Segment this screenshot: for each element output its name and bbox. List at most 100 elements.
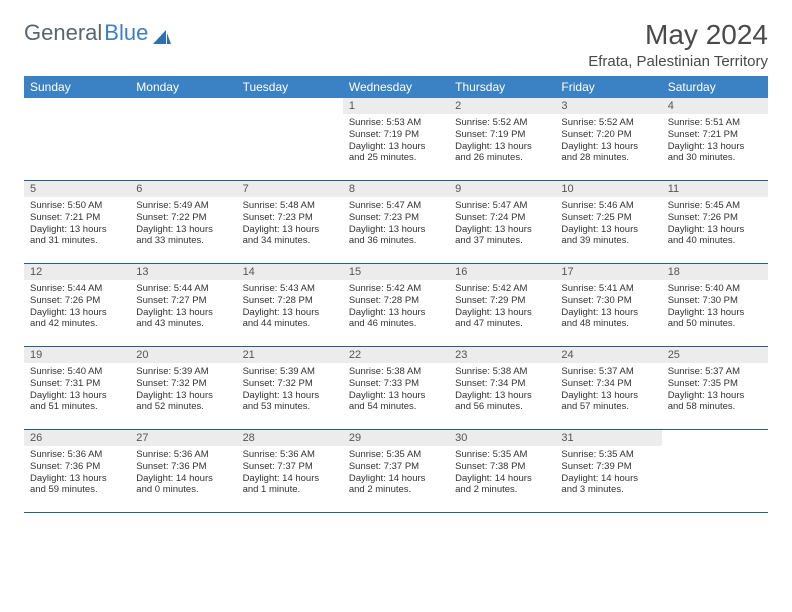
sunrise-text: Sunrise: 5:44 AM xyxy=(30,283,124,295)
calendar-cell: 17Sunrise: 5:41 AMSunset: 7:30 PMDayligh… xyxy=(555,263,661,346)
sunrise-text: Sunrise: 5:44 AM xyxy=(136,283,230,295)
calendar-cell: 18Sunrise: 5:40 AMSunset: 7:30 PMDayligh… xyxy=(662,263,768,346)
calendar-cell: 9Sunrise: 5:47 AMSunset: 7:24 PMDaylight… xyxy=(449,180,555,263)
sunrise-text: Sunrise: 5:50 AM xyxy=(30,200,124,212)
daylight-text: Daylight: 13 hours and 34 minutes. xyxy=(243,224,337,248)
daylight-text: Daylight: 13 hours and 47 minutes. xyxy=(455,307,549,331)
sunset-text: Sunset: 7:36 PM xyxy=(136,461,230,473)
daylight-text: Daylight: 13 hours and 54 minutes. xyxy=(349,390,443,414)
sail-icon xyxy=(152,25,172,41)
daylight-text: Daylight: 13 hours and 56 minutes. xyxy=(455,390,549,414)
calendar-cell: 23Sunrise: 5:38 AMSunset: 7:34 PMDayligh… xyxy=(449,346,555,429)
day-number: 14 xyxy=(237,264,343,280)
day-number: 19 xyxy=(24,347,130,363)
calendar-cell: 16Sunrise: 5:42 AMSunset: 7:29 PMDayligh… xyxy=(449,263,555,346)
day-details: Sunrise: 5:51 AMSunset: 7:21 PMDaylight:… xyxy=(662,114,768,169)
day-details: Sunrise: 5:37 AMSunset: 7:35 PMDaylight:… xyxy=(662,363,768,418)
daylight-text: Daylight: 13 hours and 59 minutes. xyxy=(30,473,124,497)
calendar-table: SundayMondayTuesdayWednesdayThursdayFrid… xyxy=(24,76,768,513)
daylight-text: Daylight: 13 hours and 43 minutes. xyxy=(136,307,230,331)
weekday-header: Thursday xyxy=(449,76,555,98)
day-details: Sunrise: 5:49 AMSunset: 7:22 PMDaylight:… xyxy=(130,197,236,252)
day-number: 20 xyxy=(130,347,236,363)
day-details: Sunrise: 5:36 AMSunset: 7:37 PMDaylight:… xyxy=(237,446,343,501)
daylight-text: Daylight: 14 hours and 3 minutes. xyxy=(561,473,655,497)
daylight-text: Daylight: 14 hours and 2 minutes. xyxy=(455,473,549,497)
sunrise-text: Sunrise: 5:42 AM xyxy=(455,283,549,295)
day-number: 11 xyxy=(662,181,768,197)
sunset-text: Sunset: 7:39 PM xyxy=(561,461,655,473)
day-details: Sunrise: 5:35 AMSunset: 7:39 PMDaylight:… xyxy=(555,446,661,501)
sunset-text: Sunset: 7:27 PM xyxy=(136,295,230,307)
day-number: 4 xyxy=(662,98,768,114)
sunrise-text: Sunrise: 5:51 AM xyxy=(668,117,762,129)
weekday-header: Monday xyxy=(130,76,236,98)
day-details xyxy=(130,114,236,171)
sunset-text: Sunset: 7:29 PM xyxy=(455,295,549,307)
day-number: 15 xyxy=(343,264,449,280)
day-number: 28 xyxy=(237,430,343,446)
day-details: Sunrise: 5:38 AMSunset: 7:33 PMDaylight:… xyxy=(343,363,449,418)
calendar-cell: 1Sunrise: 5:53 AMSunset: 7:19 PMDaylight… xyxy=(343,98,449,181)
sunset-text: Sunset: 7:30 PM xyxy=(668,295,762,307)
sunrise-text: Sunrise: 5:41 AM xyxy=(561,283,655,295)
day-details: Sunrise: 5:47 AMSunset: 7:24 PMDaylight:… xyxy=(449,197,555,252)
sunrise-text: Sunrise: 5:42 AM xyxy=(349,283,443,295)
sunrise-text: Sunrise: 5:37 AM xyxy=(668,366,762,378)
sunrise-text: Sunrise: 5:47 AM xyxy=(349,200,443,212)
calendar-cell: 26Sunrise: 5:36 AMSunset: 7:36 PMDayligh… xyxy=(24,429,130,512)
calendar-cell: 13Sunrise: 5:44 AMSunset: 7:27 PMDayligh… xyxy=(130,263,236,346)
sunset-text: Sunset: 7:37 PM xyxy=(243,461,337,473)
day-number xyxy=(237,98,343,114)
day-details: Sunrise: 5:46 AMSunset: 7:25 PMDaylight:… xyxy=(555,197,661,252)
calendar-cell: 25Sunrise: 5:37 AMSunset: 7:35 PMDayligh… xyxy=(662,346,768,429)
sunset-text: Sunset: 7:38 PM xyxy=(455,461,549,473)
day-number: 9 xyxy=(449,181,555,197)
calendar-cell: 31Sunrise: 5:35 AMSunset: 7:39 PMDayligh… xyxy=(555,429,661,512)
day-details: Sunrise: 5:45 AMSunset: 7:26 PMDaylight:… xyxy=(662,197,768,252)
day-number: 1 xyxy=(343,98,449,114)
calendar-cell: 8Sunrise: 5:47 AMSunset: 7:23 PMDaylight… xyxy=(343,180,449,263)
weekday-header: Saturday xyxy=(662,76,768,98)
calendar-body: 1Sunrise: 5:53 AMSunset: 7:19 PMDaylight… xyxy=(24,98,768,513)
sunset-text: Sunset: 7:33 PM xyxy=(349,378,443,390)
sunrise-text: Sunrise: 5:38 AM xyxy=(455,366,549,378)
calendar-cell: 22Sunrise: 5:38 AMSunset: 7:33 PMDayligh… xyxy=(343,346,449,429)
sunset-text: Sunset: 7:31 PM xyxy=(30,378,124,390)
calendar-cell: 19Sunrise: 5:40 AMSunset: 7:31 PMDayligh… xyxy=(24,346,130,429)
sunset-text: Sunset: 7:30 PM xyxy=(561,295,655,307)
day-number: 18 xyxy=(662,264,768,280)
day-number: 24 xyxy=(555,347,661,363)
weekday-header: Tuesday xyxy=(237,76,343,98)
daylight-text: Daylight: 13 hours and 39 minutes. xyxy=(561,224,655,248)
calendar-cell: 20Sunrise: 5:39 AMSunset: 7:32 PMDayligh… xyxy=(130,346,236,429)
daylight-text: Daylight: 14 hours and 1 minute. xyxy=(243,473,337,497)
day-details xyxy=(237,114,343,171)
sunrise-text: Sunrise: 5:52 AM xyxy=(455,117,549,129)
daylight-text: Daylight: 13 hours and 53 minutes. xyxy=(243,390,337,414)
sunset-text: Sunset: 7:23 PM xyxy=(349,212,443,224)
day-number: 31 xyxy=(555,430,661,446)
calendar-row: 1Sunrise: 5:53 AMSunset: 7:19 PMDaylight… xyxy=(24,98,768,181)
daylight-text: Daylight: 13 hours and 48 minutes. xyxy=(561,307,655,331)
calendar-row: 26Sunrise: 5:36 AMSunset: 7:36 PMDayligh… xyxy=(24,429,768,512)
page-header: GeneralBlue May 2024 Efrata, Palestinian… xyxy=(24,20,768,70)
brand-part1: General xyxy=(24,20,102,46)
day-number: 25 xyxy=(662,347,768,363)
daylight-text: Daylight: 13 hours and 51 minutes. xyxy=(30,390,124,414)
calendar-head: SundayMondayTuesdayWednesdayThursdayFrid… xyxy=(24,76,768,98)
day-details: Sunrise: 5:43 AMSunset: 7:28 PMDaylight:… xyxy=(237,280,343,335)
sunrise-text: Sunrise: 5:39 AM xyxy=(243,366,337,378)
calendar-cell xyxy=(130,98,236,181)
sunrise-text: Sunrise: 5:38 AM xyxy=(349,366,443,378)
sunset-text: Sunset: 7:26 PM xyxy=(30,295,124,307)
calendar-cell: 21Sunrise: 5:39 AMSunset: 7:32 PMDayligh… xyxy=(237,346,343,429)
calendar-cell xyxy=(237,98,343,181)
sunrise-text: Sunrise: 5:37 AM xyxy=(561,366,655,378)
calendar-cell: 7Sunrise: 5:48 AMSunset: 7:23 PMDaylight… xyxy=(237,180,343,263)
day-details: Sunrise: 5:37 AMSunset: 7:34 PMDaylight:… xyxy=(555,363,661,418)
title-block: May 2024 Efrata, Palestinian Territory xyxy=(588,20,768,70)
calendar-cell: 30Sunrise: 5:35 AMSunset: 7:38 PMDayligh… xyxy=(449,429,555,512)
calendar-cell: 4Sunrise: 5:51 AMSunset: 7:21 PMDaylight… xyxy=(662,98,768,181)
sunset-text: Sunset: 7:19 PM xyxy=(455,129,549,141)
